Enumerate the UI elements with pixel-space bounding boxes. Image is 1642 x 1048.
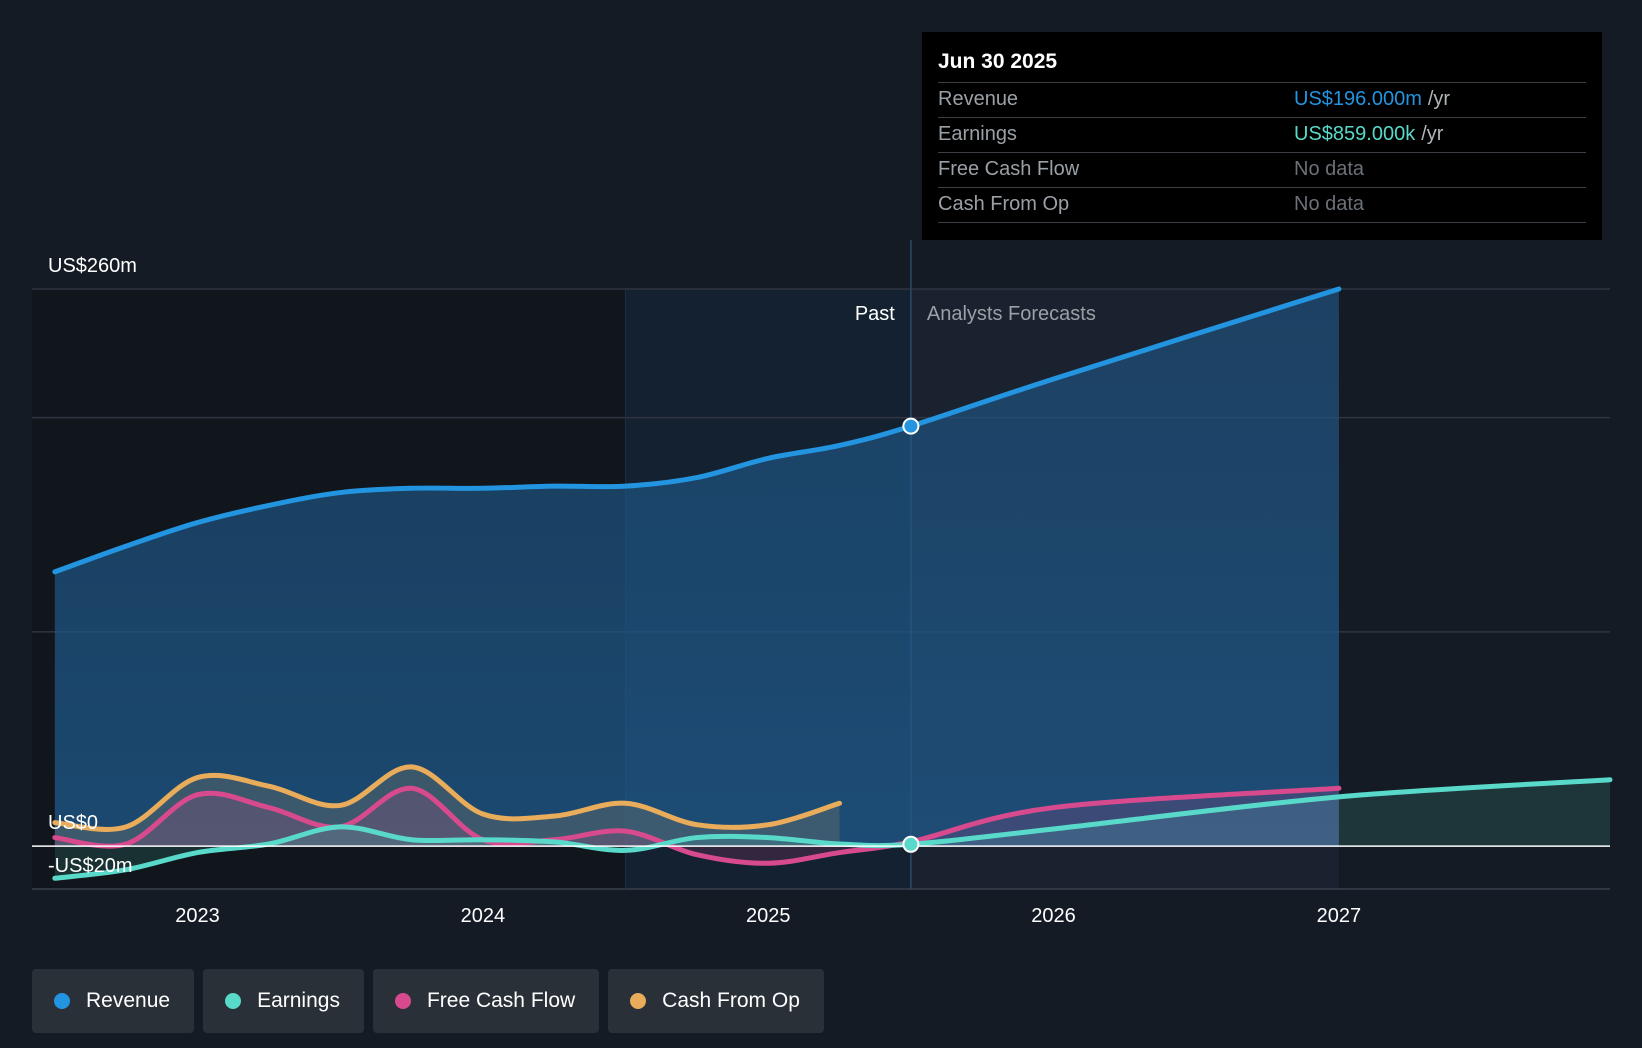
- legend: Revenue Earnings Free Cash Flow Cash Fro…: [32, 969, 824, 1033]
- legend-dot-icon: [630, 993, 647, 1009]
- cash-from-op-area: [54, 766, 840, 847]
- legend-item-free-cash-flow[interactable]: Free Cash Flow: [372, 969, 600, 1033]
- forecast-label: Analysts Forecasts: [927, 303, 1096, 325]
- tooltip-row-free-cash-flow: Free Cash Flow No data: [938, 153, 1586, 188]
- tooltip-row-cash-from-op: Cash From Op No data: [938, 188, 1586, 223]
- legend-item-earnings[interactable]: Earnings: [203, 969, 364, 1033]
- y-axis-bottom-label: -US$20m: [48, 855, 132, 877]
- tooltip-row-revenue: Revenue US$196.000m/yr: [938, 83, 1586, 118]
- tooltip-date: Jun 30 2025: [938, 46, 1586, 83]
- legend-label: Cash From Op: [662, 989, 800, 1012]
- legend-item-revenue[interactable]: Revenue: [32, 969, 195, 1033]
- tooltip-value: US$859.000k: [1294, 123, 1416, 145]
- tooltip-value-wrap: US$859.000k/yr: [1294, 118, 1443, 151]
- free-cash-flow-line: [52, 785, 1342, 866]
- x-tick-label: 2025: [746, 905, 791, 927]
- revenue-line: [52, 286, 1342, 575]
- legend-label: Free Cash Flow: [426, 989, 576, 1012]
- x-tick-label: 2026: [1031, 905, 1076, 927]
- legend-label: Revenue: [86, 989, 171, 1012]
- tooltip-label: Revenue: [938, 88, 1019, 110]
- x-tick-label: 2027: [1317, 905, 1362, 927]
- legend-dot-icon: [394, 993, 411, 1009]
- legend-dot-icon: [225, 993, 242, 1009]
- tooltip-value-wrap: US$196.000m/yr: [1294, 83, 1450, 116]
- cash-from-op-line: [52, 764, 843, 832]
- tooltip-label: Free Cash Flow: [938, 158, 1080, 180]
- legend-dot-icon: [54, 993, 70, 1009]
- y-axis-zero-label: US$0: [48, 812, 98, 834]
- past-label: Past: [855, 303, 895, 325]
- x-tick-label: 2023: [175, 905, 220, 927]
- tooltip-unit: /yr: [1427, 88, 1451, 110]
- tooltip: Jun 30 2025 Revenue US$196.000m/yr Earni…: [922, 32, 1602, 240]
- y-axis-top-label: US$260m: [48, 255, 137, 277]
- revenue-area: [54, 289, 1339, 847]
- tooltip-label: Cash From Op: [938, 193, 1070, 215]
- tooltip-row-earnings: Earnings US$859.000k/yr: [938, 118, 1586, 153]
- tooltip-unit: /yr: [1421, 123, 1444, 145]
- tooltip-value: US$196.000m: [1294, 88, 1422, 110]
- earnings-marker: [902, 835, 920, 853]
- revenue-marker: [902, 417, 920, 435]
- tooltip-label: Earnings: [938, 123, 1017, 145]
- tooltip-value: No data: [1294, 158, 1365, 180]
- tooltip-value: No data: [1294, 193, 1365, 215]
- legend-item-cash-from-op[interactable]: Cash From Op: [608, 969, 824, 1033]
- legend-label: Earnings: [257, 989, 340, 1012]
- x-tick-label: 2024: [461, 905, 506, 927]
